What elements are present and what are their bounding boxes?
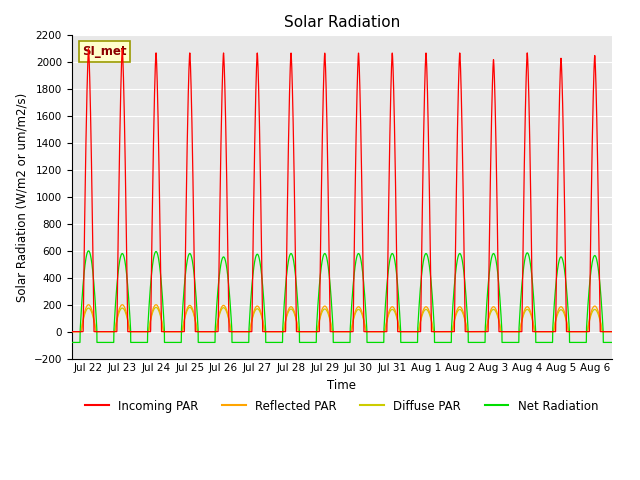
X-axis label: Time: Time xyxy=(327,379,356,392)
Text: SI_met: SI_met xyxy=(83,45,127,58)
Y-axis label: Solar Radiation (W/m2 or um/m2/s): Solar Radiation (W/m2 or um/m2/s) xyxy=(15,92,28,301)
Legend: Incoming PAR, Reflected PAR, Diffuse PAR, Net Radiation: Incoming PAR, Reflected PAR, Diffuse PAR… xyxy=(80,395,603,417)
Title: Solar Radiation: Solar Radiation xyxy=(284,15,400,30)
